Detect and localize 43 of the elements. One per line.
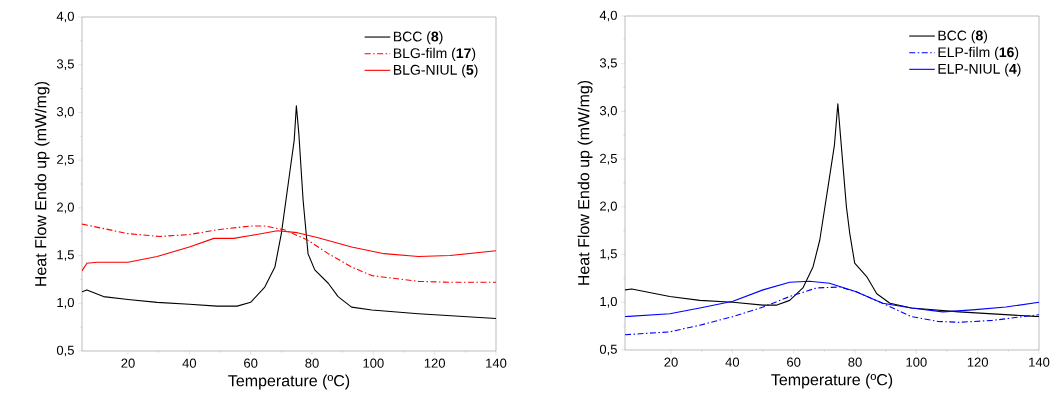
x-axis-title: Temperature (ºC) <box>228 374 350 390</box>
x-tick-label: 60 <box>244 358 258 368</box>
legend-label: BCC (8) <box>393 31 443 45</box>
y-tick-label: 2,0 <box>57 202 74 214</box>
y-tick-label: 3,0 <box>599 106 617 117</box>
x-tick-label: 100 <box>906 357 927 367</box>
line-series <box>82 223 497 283</box>
y-tick-label: 1,5 <box>57 250 74 261</box>
y-tick-label: 3,5 <box>56 59 74 71</box>
x-tick-label: 40 <box>182 358 197 368</box>
y-tick-label: 0,5 <box>599 344 617 356</box>
legend-label: ELP-film (16) <box>938 46 1019 60</box>
y-tick-label: 4,0 <box>56 11 74 23</box>
y-tick-label: 4,0 <box>599 10 617 22</box>
y-tick-label: 0,5 <box>56 345 74 357</box>
x-tick-label: 140 <box>486 358 507 368</box>
y-tick-label: 1,0 <box>57 297 74 309</box>
legend-label: BLG-film (17) <box>393 47 476 61</box>
y-axis-title: Heat Flow Endo up (mW/mg) <box>34 81 50 286</box>
y-tick-label: 2,5 <box>600 153 617 165</box>
y-tick-label: 3,5 <box>599 58 617 70</box>
x-tick-label: 60 <box>787 357 801 367</box>
y-tick-label: 1,5 <box>600 249 617 260</box>
y-tick-label: 1,0 <box>600 296 617 308</box>
line-series <box>625 103 1040 318</box>
y-tick-label: 3,0 <box>56 107 74 118</box>
x-tick-label: 20 <box>664 357 678 367</box>
line-series <box>82 105 497 320</box>
legend-label: BLG-NIUL (5) <box>393 64 478 78</box>
y-tick-label: 2,5 <box>57 154 74 166</box>
y-tick-label: 2,0 <box>600 201 617 213</box>
x-tick-label: 40 <box>725 357 740 367</box>
y-axis-title: Heat Flow Endo up (mW/mg) <box>577 80 593 285</box>
legend-label: ELP-NIUL (4) <box>938 63 1021 77</box>
legend-label: BCC (8) <box>938 30 988 44</box>
x-tick-label: 120 <box>967 357 989 367</box>
x-axis-title: Temperature (ºC) <box>771 373 893 389</box>
x-tick-label: 140 <box>1029 357 1050 367</box>
x-tick-label: 120 <box>424 358 446 368</box>
x-tick-label: 80 <box>848 357 862 367</box>
x-tick-label: 100 <box>363 358 384 368</box>
x-tick-label: 80 <box>305 358 319 368</box>
x-tick-label: 20 <box>121 358 135 368</box>
